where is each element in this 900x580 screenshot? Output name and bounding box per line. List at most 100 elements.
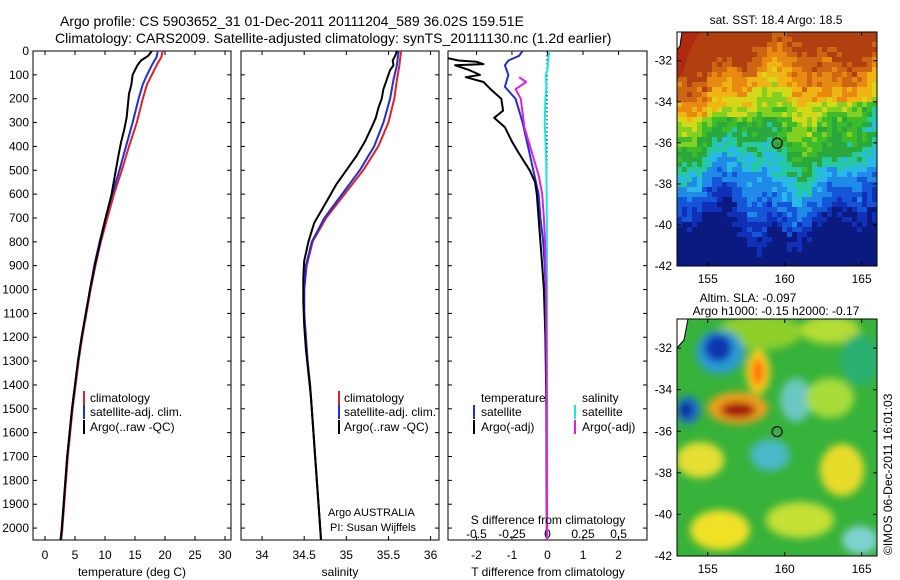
sst-cell [812, 172, 818, 178]
sst-cell [677, 212, 683, 218]
sst-cell [777, 157, 783, 163]
sst-cell [832, 67, 838, 73]
sst-cell [837, 117, 843, 123]
sst-cell [872, 37, 877, 43]
sst-cell [852, 137, 858, 143]
sst-cell [792, 262, 798, 266]
sst-cell [807, 197, 813, 203]
sst-cell [857, 72, 863, 78]
sst-cell [807, 167, 813, 173]
sst-cell [702, 227, 708, 233]
sst-cell [802, 132, 808, 138]
sst-cell [767, 172, 773, 178]
sst-cell [777, 207, 783, 213]
sst-cell [797, 82, 803, 88]
sst-cell [832, 77, 838, 83]
sst-cell [832, 122, 838, 128]
sst-cell [817, 217, 823, 223]
sst-cell [817, 197, 823, 203]
sst-cell [677, 102, 683, 108]
sst-cell [692, 237, 698, 243]
sst-cell [712, 62, 718, 68]
sst-cell [717, 97, 723, 103]
sst-cell [792, 127, 798, 133]
sst-cell [752, 52, 758, 58]
sst-cell [827, 237, 833, 243]
sst-cell [732, 197, 738, 203]
sst-cell [677, 197, 683, 203]
sst-cell [742, 157, 748, 163]
sst-cell [787, 127, 793, 133]
sst-cell [827, 207, 833, 213]
sst-cell [757, 222, 763, 228]
sst-cell [787, 182, 793, 188]
sst-cell [817, 142, 823, 148]
sst-cell [757, 117, 763, 123]
sst-cell [842, 187, 848, 193]
sst-cell [717, 257, 723, 263]
sst-cell [787, 67, 793, 73]
sst-cell [682, 217, 688, 223]
sst-cell [812, 42, 818, 48]
sst-cell [697, 97, 703, 103]
sst-cell [727, 162, 733, 168]
sst-cell [702, 222, 708, 228]
sst-cell [732, 92, 738, 98]
sst-cell [787, 222, 793, 228]
sst-cell [697, 222, 703, 228]
sst-cell [867, 167, 873, 173]
sst-cell [777, 212, 783, 218]
sst-cell [677, 232, 683, 238]
sst-cell [807, 182, 813, 188]
sla-map-frame [676, 318, 878, 557]
sst-cell [687, 67, 693, 73]
sst-cell [717, 137, 723, 143]
sst-cell [832, 187, 838, 193]
sst-cell [717, 52, 723, 58]
sst-cell [702, 117, 708, 123]
sst-cell [792, 97, 798, 103]
sst-cell [757, 137, 763, 143]
sst-cell [772, 37, 778, 43]
sst-cell [742, 252, 748, 258]
sst-cell [727, 42, 733, 48]
sst-cell [772, 102, 778, 108]
sst-cell [692, 72, 698, 78]
sst-cell [747, 127, 753, 133]
sst-cell [822, 152, 828, 158]
sst-cell [827, 37, 833, 43]
sst-cell [792, 177, 798, 183]
sst-cell [712, 142, 718, 148]
sst-cell [837, 92, 843, 98]
sst-cell [837, 167, 843, 173]
sst-cell [737, 222, 743, 228]
sst-cell [867, 87, 873, 93]
sst-cell [842, 247, 848, 253]
sst-cell [872, 132, 877, 138]
sst-cell [827, 117, 833, 123]
sst-cell [777, 37, 783, 43]
sst-cell [742, 57, 748, 63]
sst-cell [832, 102, 838, 108]
sst-cell [767, 202, 773, 208]
sst-cell [857, 222, 863, 228]
sst-cell [867, 127, 873, 133]
sst-cell [722, 47, 728, 53]
sst-cell [682, 167, 688, 173]
sst-cell [692, 62, 698, 68]
sst-cell [817, 257, 823, 263]
sst-cell [697, 197, 703, 203]
sst-cell [717, 252, 723, 258]
sst-cell [742, 97, 748, 103]
series-argo-raw-qc [59, 51, 153, 540]
sst-cell [827, 222, 833, 228]
sst-cell [812, 227, 818, 233]
sst-cell [762, 92, 768, 98]
sst-cell [757, 212, 763, 218]
sst-cell [762, 167, 768, 173]
sst-cell [807, 162, 813, 168]
sst-cell [822, 67, 828, 73]
sst-cell [782, 242, 788, 248]
sst-cell [837, 57, 843, 63]
sst-cell [842, 252, 848, 258]
